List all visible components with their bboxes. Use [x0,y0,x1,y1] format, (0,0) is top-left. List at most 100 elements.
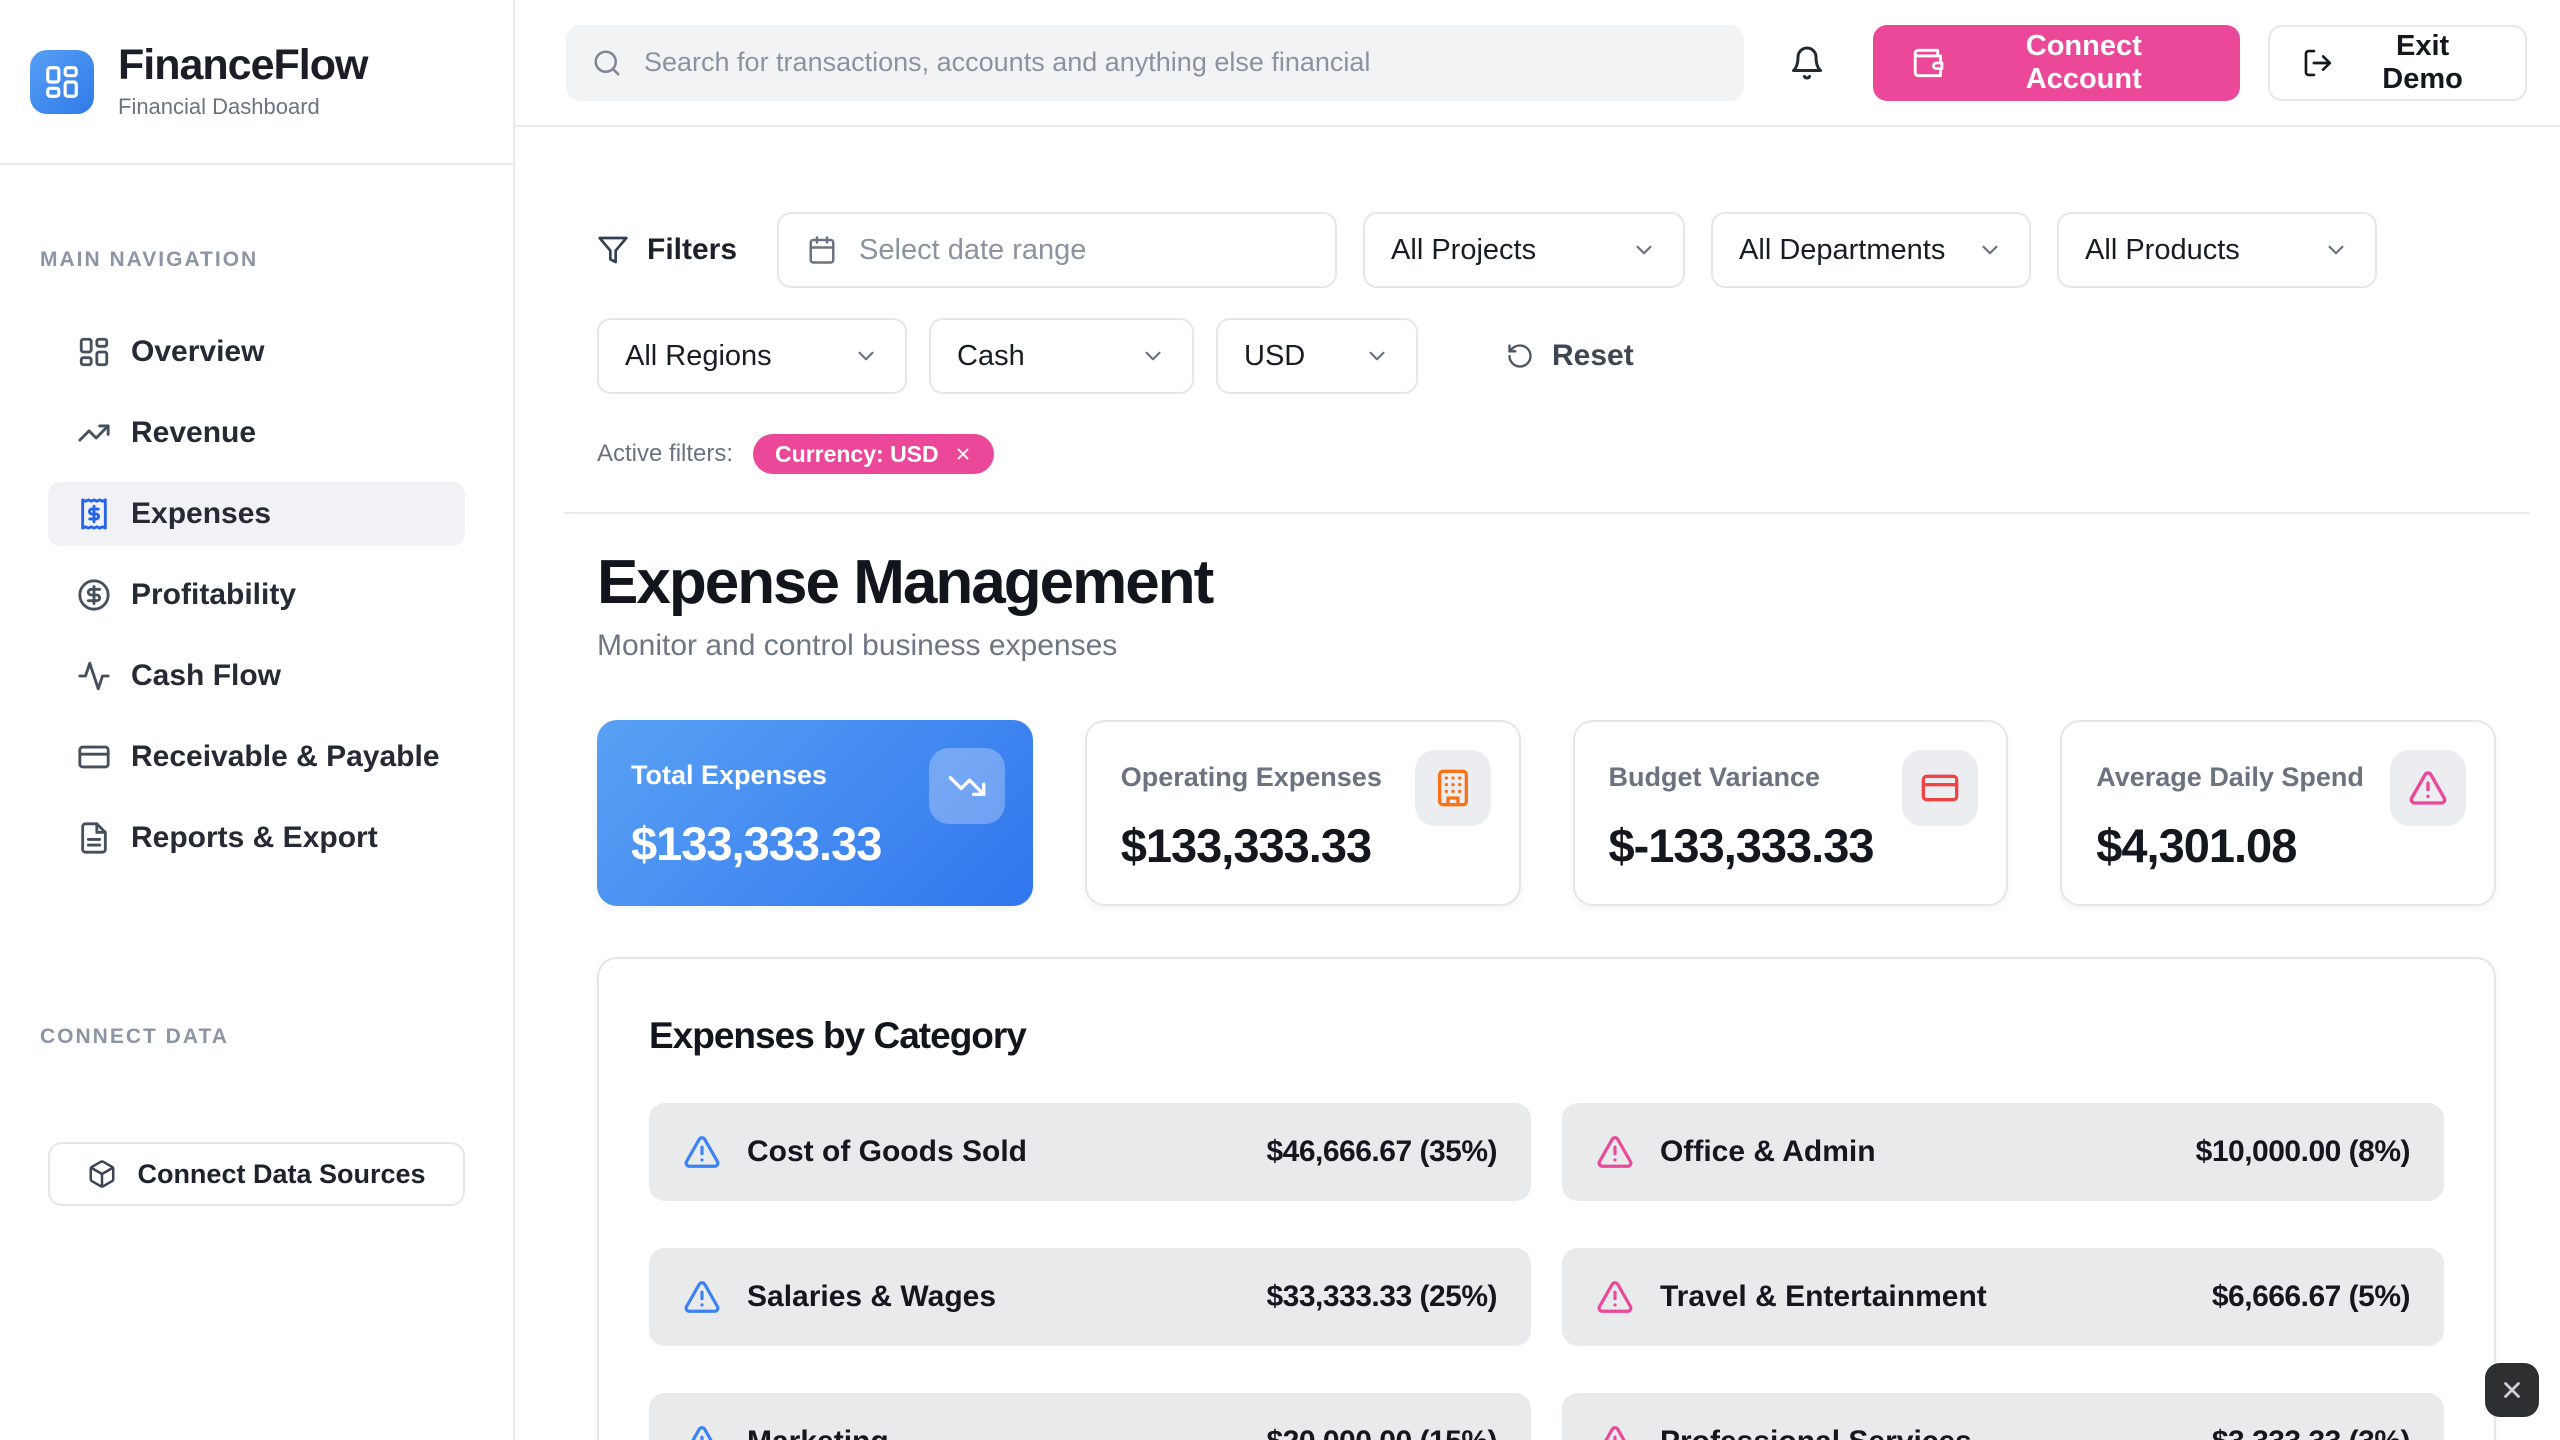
category-row-salaries-wages: Salaries & Wages $33,333.33 (25%) [649,1248,1531,1347]
notifications-button[interactable] [1782,37,1834,89]
receipt-icon [77,497,111,531]
close-button[interactable] [2485,1363,2539,1417]
alert-triangle-icon [1596,1423,1634,1440]
alert-triangle-icon [2390,750,2466,827]
active-filters-label: Active filters: [597,440,734,467]
date-range-input[interactable]: Select date range [777,212,1338,288]
remove-filter-icon[interactable] [954,445,972,463]
active-filter-chip[interactable]: Currency: USD [753,434,994,474]
connect-account-label: Connect Account [2025,29,2142,95]
search-icon [594,50,620,75]
connect-data-sources-label: Connect Data Sources [137,1158,426,1189]
regions-dropdown[interactable]: All Regions [597,318,907,394]
category-row-marketing: Marketing $20,000.00 (15%) [649,1393,1531,1440]
category-row-cost-of-goods-sold: Cost of Goods Sold $46,666.67 (35%) [649,1103,1531,1202]
section-divider [564,512,2530,514]
category-value: $33,333.33 (25%) [1266,1280,1497,1314]
stat-label: Operating Expenses [1120,762,1382,793]
category-value: $6,666.67 (5%) [2211,1280,2411,1314]
category-row-professional-services: Professional Services $3,333.33 (3%) [1562,1393,2444,1440]
filters-row-1: Filters Select date range All Projects A… [597,212,2496,288]
content-area: Filters Select date range All Projects A… [515,127,2560,1440]
connect-data-header: CONNECT DATA [40,1025,229,1048]
category-label: Marketing [747,1425,1240,1440]
alert-triangle-icon [1596,1278,1634,1316]
category-row-travel-entertainment: Travel & Entertainment $6,666.67 (5%) [1562,1248,2444,1347]
category-label: Office & Admin [1660,1135,1876,1169]
sidebar-item-receivable-payable[interactable]: Receivable & Payable [48,725,465,789]
app-title: FinanceFlow [118,41,368,90]
sidebar-item-label: Reports & Export [131,821,378,854]
category-value: $46,666.67 (35%) [1266,1135,1497,1169]
category-label: Travel & Entertainment [1660,1280,1987,1314]
building-icon [1414,750,1491,827]
alert-triangle-icon [683,1423,721,1440]
stat-value: $133,333.33 [1120,819,1372,873]
date-range-placeholder: Select date range [859,233,1087,266]
activity-icon [77,659,111,693]
app-tagline: Financial Dashboard [118,93,320,119]
search-input[interactable] [642,46,1718,79]
active-filters: Active filters: Currency: USD [597,434,2496,474]
sidebar-item-expenses[interactable]: Expenses [48,482,465,546]
filter-funnel-icon [598,236,628,264]
category-label: Cost of Goods Sold [747,1135,1027,1169]
exit-demo-label: Exit Demo [2382,29,2463,95]
alert-triangle-icon [683,1278,721,1316]
chevron-down-icon [1145,351,1161,361]
departments-dropdown[interactable]: All Departments [1711,212,2032,288]
nav-section-header: MAIN NAVIGATION [40,248,259,271]
chevron-down-icon [858,351,874,361]
close-icon [2504,1382,2520,1398]
connect-data-sources-button[interactable]: Connect Data Sources [48,1142,465,1206]
products-dropdown[interactable]: All Products [2057,212,2378,288]
connect-account-button[interactable]: Connect Account [1873,24,2241,101]
category-section-title: Expenses by Category [649,1015,1027,1057]
alert-triangle-icon [1596,1133,1634,1171]
category-value: $20,000.00 (15%) [1266,1425,1497,1440]
brand: FinanceFlow Financial Dashboard [0,0,513,165]
chevron-down-icon [1636,245,1652,255]
alert-triangle-icon [683,1133,721,1171]
stat-card-total-expenses: Total Expenses $133,333.33 [597,720,1033,907]
stat-value: $133,333.33 [631,817,882,871]
sidebar-item-revenue[interactable]: Revenue [48,401,465,465]
chevron-down-icon [2328,245,2344,255]
cash-basis-dropdown[interactable]: Cash [929,318,1194,394]
sidebar-item-label: Overview [131,335,265,368]
layout-dashboard-icon [77,335,111,369]
sidebar: FinanceFlow Financial Dashboard MAIN NAV… [0,0,515,1440]
main-navigation: Overview Revenue Expenses Profitability … [0,320,513,887]
credit-card-icon [77,740,111,774]
chevron-down-icon [1369,351,1385,361]
stat-label: Average Daily Spend [2096,762,2364,793]
sidebar-item-label: Profitability [131,578,297,611]
stat-value: $-133,333.33 [1608,819,1875,873]
wallet-icon [1914,48,1944,77]
category-value: $10,000.00 (8%) [2195,1135,2411,1169]
sidebar-item-profitability[interactable]: Profitability [48,563,465,627]
category-label: Professional Services [1660,1425,2186,1440]
app-logo-icon [30,49,94,114]
exit-demo-button[interactable]: Exit Demo [2268,24,2527,101]
stat-cards: Total Expenses $133,333.33 Operating Exp… [597,720,2496,907]
currency-dropdown[interactable]: USD [1216,318,1418,394]
logout-icon [2305,49,2332,76]
circle-dollar-icon [77,578,111,612]
sidebar-item-label: Receivable & Payable [131,740,440,773]
sidebar-item-label: Expenses [131,497,272,530]
credit-card-icon [1902,750,1979,827]
calendar-icon [809,236,835,264]
sidebar-item-overview[interactable]: Overview [48,320,465,384]
reset-filters-button[interactable]: Reset [1500,338,1640,374]
rotate-ccw-icon [1508,344,1532,368]
sidebar-item-reports-export[interactable]: Reports & Export [48,806,465,870]
chevron-down-icon [1982,245,1998,255]
sidebar-item-cash-flow[interactable]: Cash Flow [48,644,465,708]
page-title: Expense Management [597,548,1214,617]
page-subtitle: Monitor and control business expenses [597,629,1118,663]
category-grid: Cost of Goods Sold $46,666.67 (35%) Offi… [649,1103,2444,1440]
projects-dropdown[interactable]: All Projects [1363,212,1686,288]
stat-card-operating-expenses: Operating Expenses $133,333.33 [1084,720,1521,907]
